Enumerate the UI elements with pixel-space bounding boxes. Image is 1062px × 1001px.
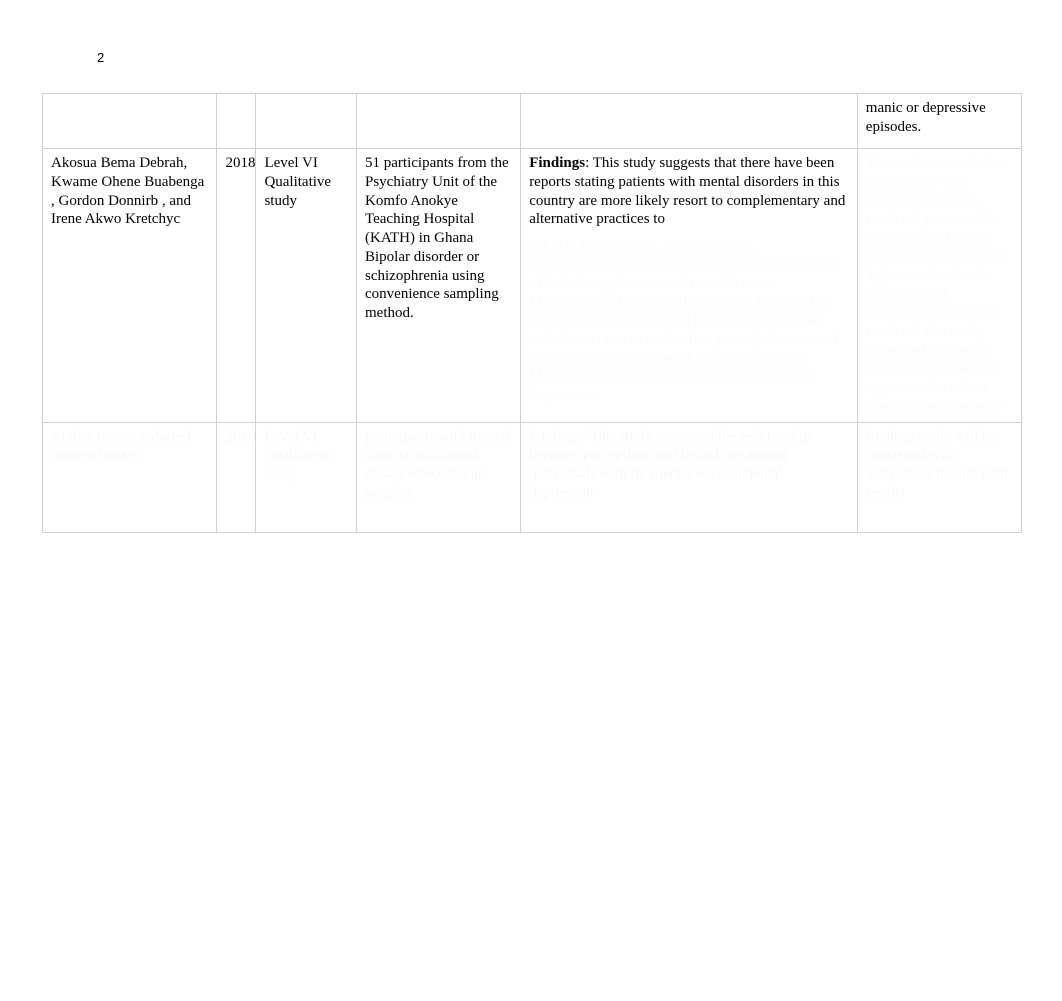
cell-notes: findings study will be consistent with i… — [857, 422, 1021, 532]
cell-year — [217, 94, 256, 149]
cell-notes: The authors stated that the findings was… — [857, 149, 1021, 423]
table-row: manic or depressive episodes. — [43, 94, 1022, 149]
year-text: 2018 — [225, 155, 255, 171]
cell-notes: manic or depressive episodes. — [857, 94, 1021, 149]
cell-year: 2018 — [217, 149, 256, 423]
cell-findings: Findings: This study examined the relati… — [521, 422, 858, 532]
cell-authors: Akosua Bema Debrah, Kwame Ohene Buabenga… — [43, 149, 217, 423]
cell-level: Level VI Qualitative study — [256, 149, 357, 423]
sample-part2: Bipolar disorder or schizophrenia using … — [365, 248, 512, 323]
cell-findings — [521, 94, 858, 149]
findings-label: Findings — [529, 155, 585, 171]
sample-part1: 51 participants from the Psychiatry Unit… — [365, 154, 512, 248]
table-row: Author names redacted content hidden 201… — [43, 422, 1022, 532]
findings-faded: get help before/while, or after getting … — [529, 237, 849, 406]
level-type: Qualitative study — [264, 173, 348, 211]
cell-authors — [43, 94, 217, 149]
cell-authors: Author names redacted content hidden — [43, 422, 217, 532]
cell-sample: participants with mental disorder additi… — [357, 422, 521, 532]
cell-level: Level VI Qualitative study — [256, 422, 357, 532]
cell-sample: 51 participants from the Psychiatry Unit… — [357, 149, 521, 423]
notes-faded: The authors stated that the findings was… — [866, 155, 1008, 415]
cell-level — [256, 94, 357, 149]
page-number: 2 — [97, 50, 104, 65]
cell-findings: Findings: This study suggests that there… — [521, 149, 858, 423]
cell-sample — [357, 94, 521, 149]
evidence-table: manic or depressive episodes. Akosua Bem… — [42, 93, 1022, 533]
cell-year: 2019 — [217, 422, 256, 532]
level-roman: Level VI — [264, 154, 348, 173]
table-row: Akosua Bema Debrah, Kwame Ohene Buabenga… — [43, 149, 1022, 423]
